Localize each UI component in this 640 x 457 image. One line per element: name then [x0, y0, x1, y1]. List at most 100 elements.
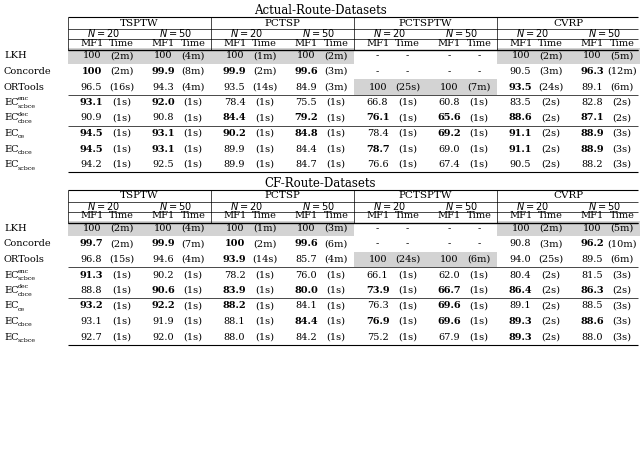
Text: (2m): (2m) [253, 67, 276, 76]
Text: (3m): (3m) [539, 67, 563, 76]
Text: (3m): (3m) [324, 67, 348, 76]
Bar [140, 221, 211, 236]
Text: 100: 100 [440, 255, 458, 264]
Text: (1s): (1s) [255, 271, 274, 280]
Text: 92.7: 92.7 [81, 333, 102, 341]
Text: 66.8: 66.8 [367, 98, 388, 107]
Text: Actual-Route-Datasets: Actual-Route-Datasets [253, 5, 387, 17]
Text: 94.6: 94.6 [152, 255, 174, 264]
Text: $N = 20$: $N = 20$ [516, 200, 549, 212]
Text: (1s): (1s) [184, 160, 203, 169]
Bar [68, 221, 140, 236]
Text: 75.5: 75.5 [295, 98, 317, 107]
Text: -: - [447, 239, 451, 249]
Text: (1s): (1s) [184, 302, 203, 310]
Text: scbce: scbce [18, 104, 36, 109]
Text: (2s): (2s) [541, 317, 560, 326]
Text: -: - [447, 67, 451, 76]
Text: 84.4: 84.4 [223, 113, 246, 122]
Text: 84.1: 84.1 [295, 302, 317, 310]
Text: 89.1: 89.1 [510, 302, 531, 310]
Text: 100: 100 [511, 52, 530, 60]
Text: cbce: cbce [18, 292, 33, 297]
Text: 94.0: 94.0 [510, 255, 531, 264]
Text: (1s): (1s) [184, 317, 203, 326]
Text: (2m): (2m) [110, 67, 133, 76]
Text: (1m): (1m) [253, 52, 276, 60]
Text: MF1: MF1 [294, 211, 317, 220]
Text: (2s): (2s) [612, 98, 632, 107]
Text: (2s): (2s) [541, 286, 560, 295]
Text: (8m): (8m) [182, 67, 205, 76]
Text: $N = 20$: $N = 20$ [516, 27, 549, 39]
Text: -: - [447, 52, 451, 60]
Text: scbce: scbce [18, 338, 36, 343]
Text: (2m): (2m) [539, 224, 563, 233]
Text: (1s): (1s) [326, 160, 346, 169]
Text: MF1: MF1 [509, 38, 532, 48]
Text: 86.3: 86.3 [580, 286, 604, 295]
Text: (2s): (2s) [541, 302, 560, 310]
Text: cbce: cbce [18, 323, 33, 328]
Text: 93.2: 93.2 [80, 302, 104, 310]
Text: 88.6: 88.6 [580, 317, 604, 326]
Text: (1s): (1s) [470, 317, 488, 326]
Text: 100: 100 [225, 239, 244, 249]
Text: (1s): (1s) [398, 113, 417, 122]
Text: PCTSPTW: PCTSPTW [399, 18, 452, 27]
Text: (1s): (1s) [112, 286, 131, 295]
Text: scbce: scbce [18, 165, 36, 170]
Text: ORTools: ORTools [4, 255, 45, 264]
Text: 87.1: 87.1 [580, 113, 604, 122]
Text: EC: EC [4, 317, 19, 326]
Text: (1s): (1s) [184, 113, 203, 122]
Bar [211, 48, 282, 64]
Text: 76.9: 76.9 [366, 317, 389, 326]
Text: (1s): (1s) [398, 98, 417, 107]
Text: 93.1: 93.1 [151, 144, 175, 154]
Text: 76.3: 76.3 [367, 302, 388, 310]
Text: Time: Time [109, 211, 134, 220]
Text: Time: Time [180, 38, 205, 48]
Text: 93.5: 93.5 [224, 83, 245, 91]
Text: (1s): (1s) [184, 271, 203, 280]
Text: 80.0: 80.0 [294, 286, 318, 295]
Text: 91.9: 91.9 [152, 317, 174, 326]
Text: $N = 50$: $N = 50$ [445, 200, 477, 212]
Text: 90.5: 90.5 [510, 67, 531, 76]
Text: (2s): (2s) [541, 129, 560, 138]
Text: (1s): (1s) [398, 271, 417, 280]
Text: (1s): (1s) [255, 98, 274, 107]
Text: $N = 50$: $N = 50$ [588, 27, 621, 39]
Text: (1s): (1s) [112, 129, 131, 138]
Text: ORTools: ORTools [4, 83, 45, 91]
Text: -: - [376, 67, 380, 76]
Text: 76.0: 76.0 [295, 271, 317, 280]
Text: dec: dec [18, 112, 29, 117]
Text: $N = 20$: $N = 20$ [373, 200, 406, 212]
Text: (1s): (1s) [470, 302, 488, 310]
Text: (3s): (3s) [612, 129, 632, 138]
Text: (3s): (3s) [612, 317, 632, 326]
Text: (1s): (1s) [326, 286, 346, 295]
Bar [497, 221, 568, 236]
Text: -: - [477, 239, 481, 249]
Text: 89.3: 89.3 [509, 333, 532, 341]
Text: 91.1: 91.1 [509, 144, 532, 154]
Text: (3m): (3m) [324, 83, 348, 91]
Text: Time: Time [467, 211, 492, 220]
Text: 73.9: 73.9 [366, 286, 389, 295]
Bar [568, 48, 640, 64]
Text: MF1: MF1 [80, 38, 103, 48]
Text: (5m): (5m) [611, 52, 634, 60]
Text: Time: Time [610, 38, 635, 48]
Text: (2s): (2s) [541, 98, 560, 107]
Text: 88.6: 88.6 [509, 113, 532, 122]
Bar [211, 221, 282, 236]
Text: (2s): (2s) [612, 113, 632, 122]
Text: (1s): (1s) [112, 144, 131, 154]
Text: (2s): (2s) [541, 144, 560, 154]
Text: 92.0: 92.0 [151, 98, 175, 107]
Text: 78.7: 78.7 [366, 144, 389, 154]
Text: (16s): (16s) [109, 83, 134, 91]
